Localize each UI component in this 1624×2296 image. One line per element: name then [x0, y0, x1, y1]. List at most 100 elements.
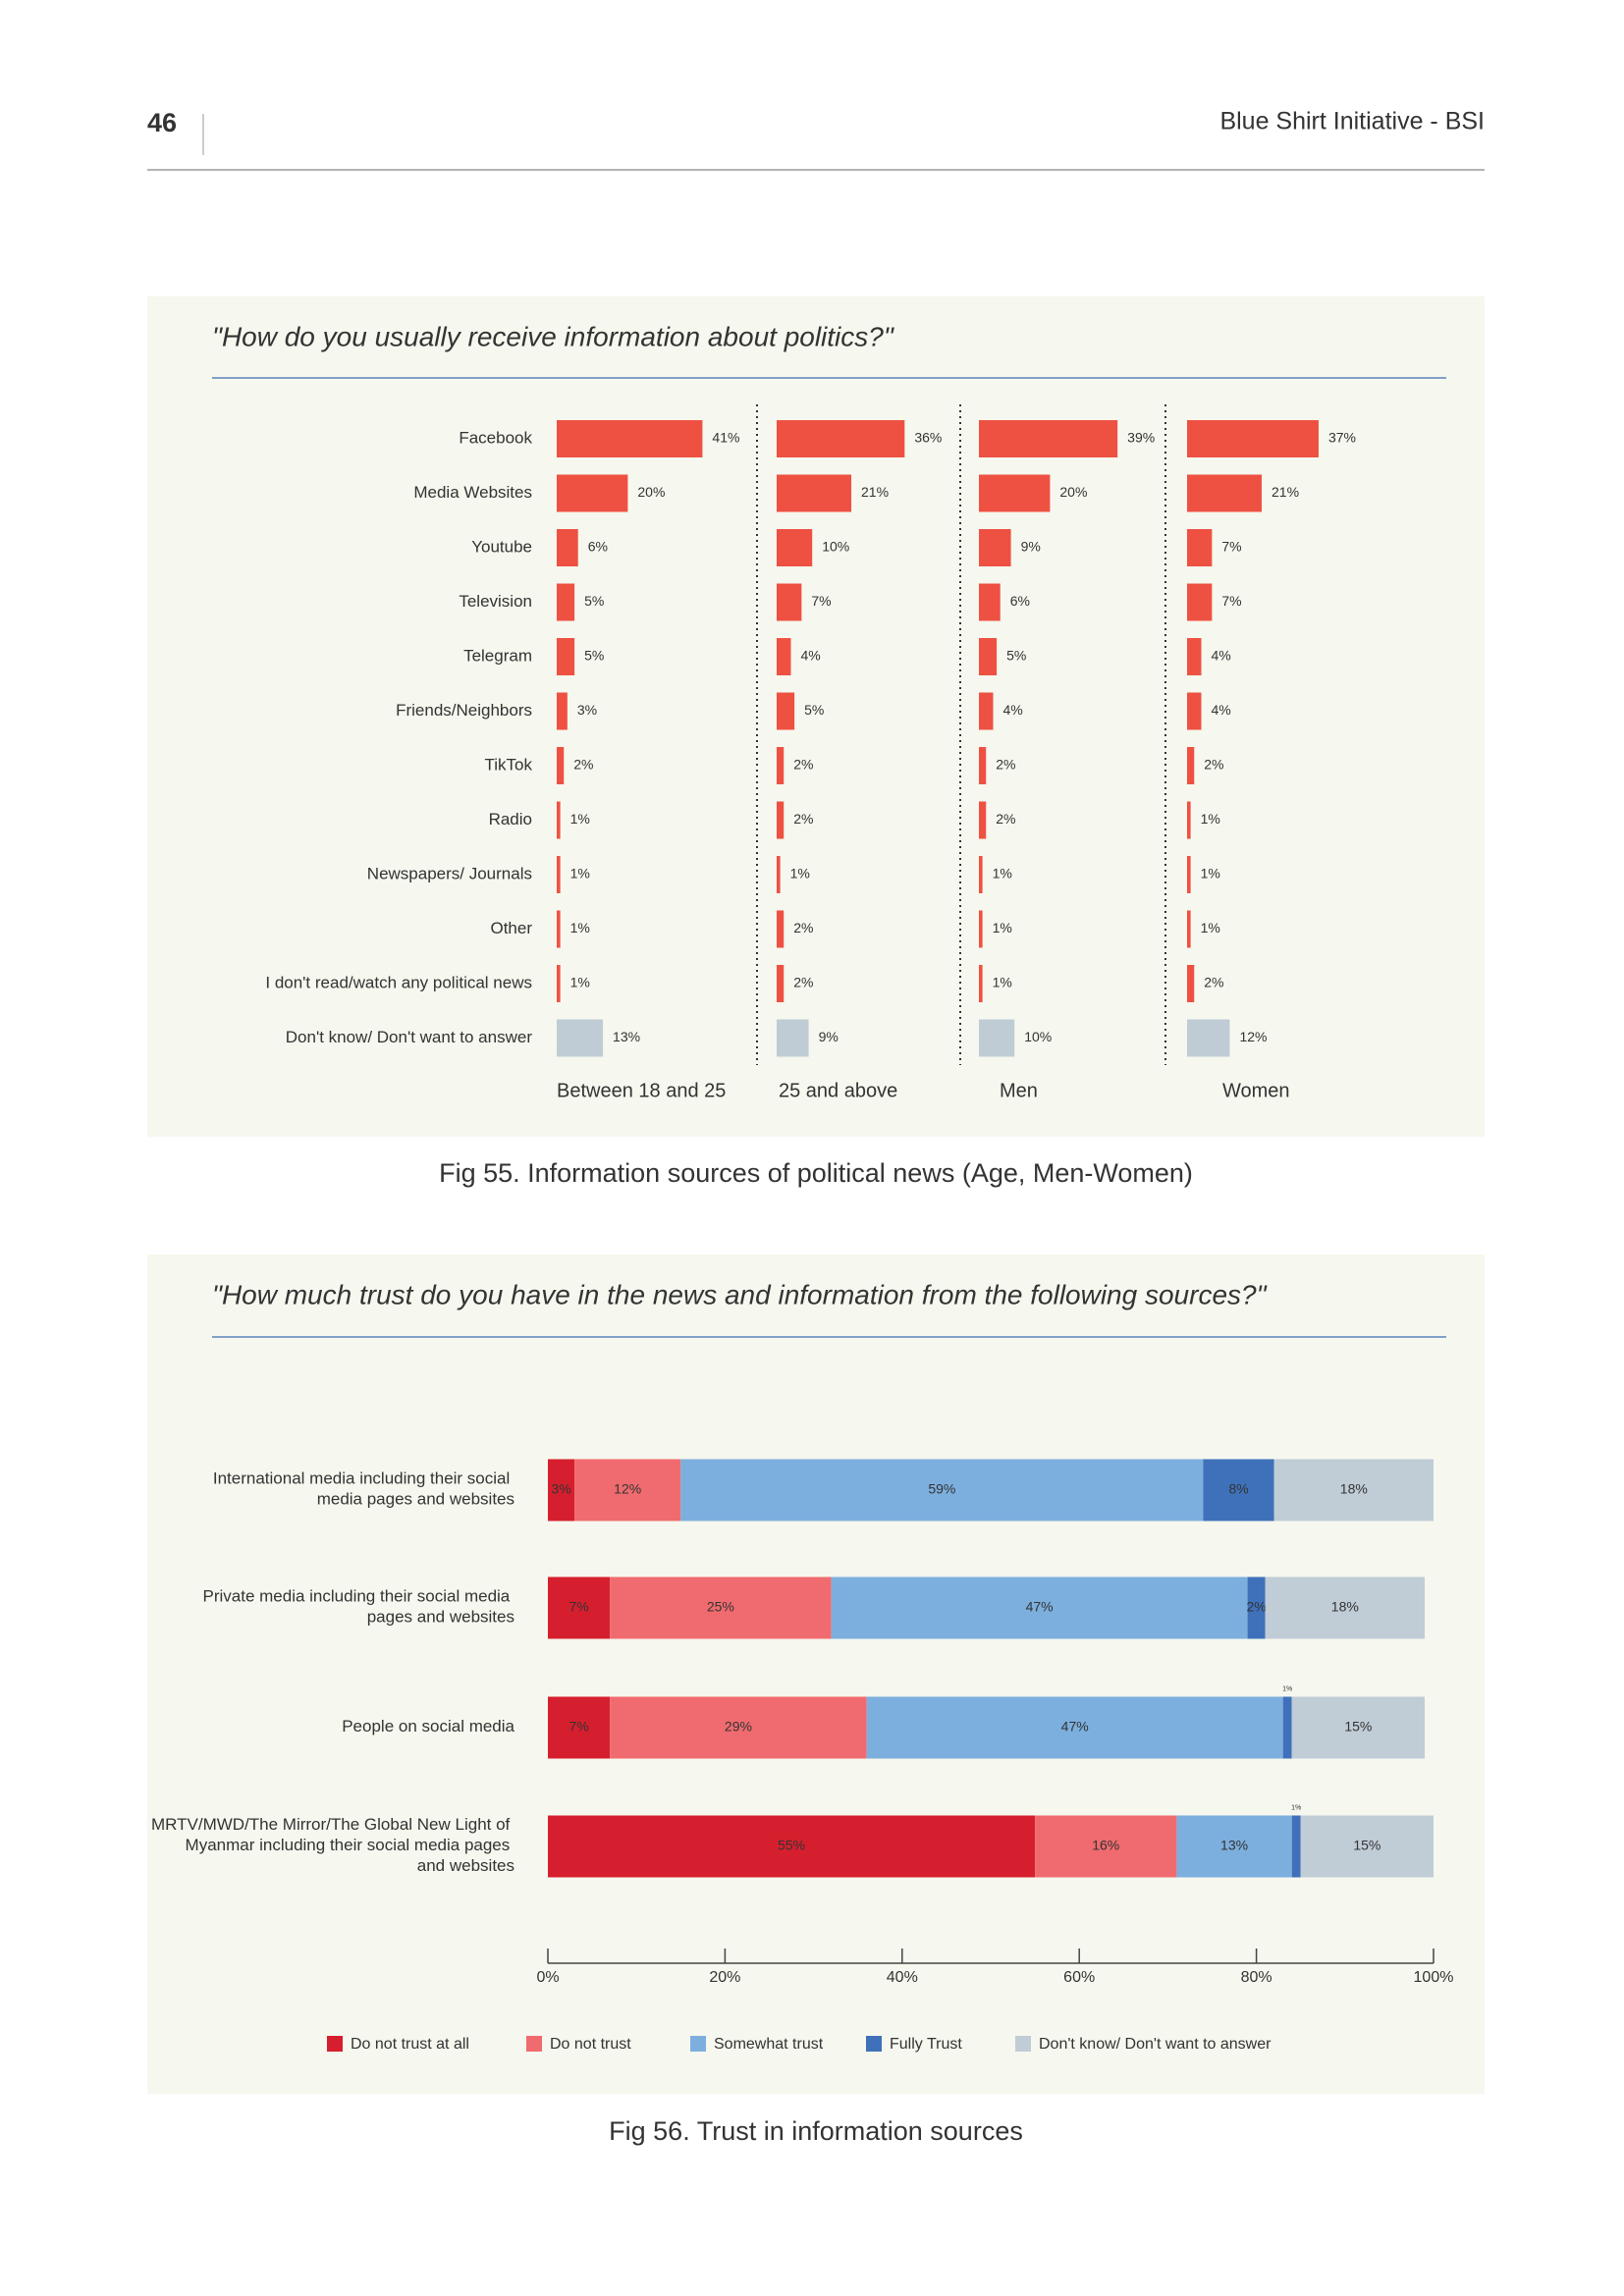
value-label: 10% — [1024, 1029, 1052, 1044]
bar-segment — [1265, 1576, 1425, 1639]
value-label: 41% — [712, 430, 739, 446]
value-label: 10% — [822, 539, 849, 555]
value-label: 1% — [570, 975, 590, 990]
value-label: 2% — [1246, 1599, 1266, 1615]
value-label: 5% — [584, 648, 604, 664]
category-label: Friends/Neighbors — [396, 701, 532, 720]
bar — [979, 638, 998, 675]
value-label: 2% — [793, 975, 813, 990]
value-label: 4% — [1211, 702, 1230, 718]
value-label: 2% — [793, 920, 813, 935]
value-label: 1% — [570, 920, 590, 935]
value-label: 21% — [861, 484, 889, 500]
value-label: 2% — [1204, 975, 1223, 990]
bar — [777, 474, 852, 512]
chart-title: "How much trust do you have in the news … — [212, 1279, 1268, 1309]
group-label: Men — [1000, 1080, 1038, 1101]
value-label: 12% — [1239, 1029, 1267, 1044]
bar — [557, 638, 575, 675]
bar — [1187, 910, 1191, 948]
value-label: 29% — [725, 1719, 752, 1735]
value-label: 21% — [1272, 484, 1299, 500]
category-label: TikTok — [485, 755, 533, 774]
bar — [1187, 474, 1263, 512]
bar — [979, 692, 994, 730]
bar-segment — [1282, 1696, 1292, 1759]
legend-label: Do not trust — [550, 2036, 631, 2053]
bar — [777, 965, 785, 1002]
value-label: 6% — [1010, 593, 1030, 609]
group-label: 25 and above — [779, 1080, 897, 1101]
bar — [777, 638, 791, 675]
value-label: 13% — [1220, 1838, 1248, 1853]
x-tick-label: 40% — [887, 1969, 918, 1986]
bar — [1187, 1019, 1230, 1057]
value-label: 2% — [793, 757, 813, 773]
category-label: Youtube — [471, 537, 532, 556]
bar — [777, 910, 785, 948]
bar-segment — [831, 1576, 1248, 1639]
value-label: 47% — [1061, 1719, 1089, 1735]
bar-segment — [1273, 1459, 1434, 1522]
value-label: 37% — [1328, 430, 1356, 446]
value-label: 59% — [928, 1481, 955, 1497]
bar — [557, 747, 565, 784]
bar — [557, 474, 628, 512]
value-label: 2% — [996, 811, 1015, 827]
value-label: 4% — [1002, 702, 1022, 718]
value-label: 1% — [1291, 1804, 1301, 1811]
bar — [979, 1019, 1015, 1057]
value-label: 9% — [1021, 539, 1041, 555]
bar-segment — [1291, 1696, 1425, 1759]
bar-segment — [1247, 1576, 1266, 1639]
bar-segment — [610, 1576, 832, 1639]
bar-segment — [1300, 1815, 1434, 1878]
header-title: Blue Shirt Initiative - BSI — [1219, 108, 1485, 135]
value-label: 15% — [1353, 1838, 1380, 1853]
bar-segment — [548, 1696, 611, 1759]
chart-title: "How do you usually receive information … — [212, 321, 894, 351]
figure-caption: Fig 55. Information sources of political… — [439, 1158, 1193, 1188]
bar — [1187, 965, 1195, 1002]
value-label: 1% — [1282, 1685, 1292, 1692]
category-label: Newspapers/ Journals — [367, 864, 532, 882]
bar — [979, 529, 1011, 566]
value-label: 5% — [584, 593, 604, 609]
bar — [1187, 583, 1213, 621]
category-label: Media Websites — [413, 483, 532, 502]
bar — [557, 1019, 604, 1057]
x-tick-label: 60% — [1063, 1969, 1095, 1986]
value-label: 4% — [800, 648, 820, 664]
value-label: 55% — [778, 1838, 805, 1853]
category-label: MRTV/MWD/The Mirror/The Global New Light… — [151, 1815, 514, 1875]
bar — [777, 747, 785, 784]
bar — [557, 965, 561, 1002]
category-label: Facebook — [459, 428, 532, 447]
value-label: 7% — [568, 1719, 588, 1735]
category-label: Don't know/ Don't want to answer — [286, 1028, 533, 1046]
bar — [979, 583, 1001, 621]
bar — [979, 910, 983, 948]
value-label: 2% — [793, 811, 813, 827]
category-label: People on social media — [342, 1717, 514, 1735]
value-label: 1% — [570, 866, 590, 881]
value-label: 25% — [707, 1599, 734, 1615]
value-label: 5% — [1006, 648, 1026, 664]
bar — [1187, 638, 1202, 675]
bar — [1187, 856, 1191, 893]
bar — [979, 747, 987, 784]
value-label: 2% — [1204, 757, 1223, 773]
page-number: 46 — [147, 108, 177, 137]
bar — [777, 692, 795, 730]
chart-panel — [147, 1255, 1485, 2094]
bar — [557, 529, 578, 566]
legend-label: Do not trust at all — [351, 2036, 469, 2053]
legend-swatch — [1015, 2036, 1031, 2052]
value-label: 1% — [993, 866, 1012, 881]
value-label: 20% — [637, 484, 665, 500]
bar — [777, 529, 813, 566]
x-tick-label: 80% — [1241, 1969, 1272, 1986]
x-tick-label: 20% — [709, 1969, 740, 1986]
legend-label: Somewhat trust — [714, 2036, 824, 2053]
value-label: 18% — [1331, 1599, 1359, 1615]
